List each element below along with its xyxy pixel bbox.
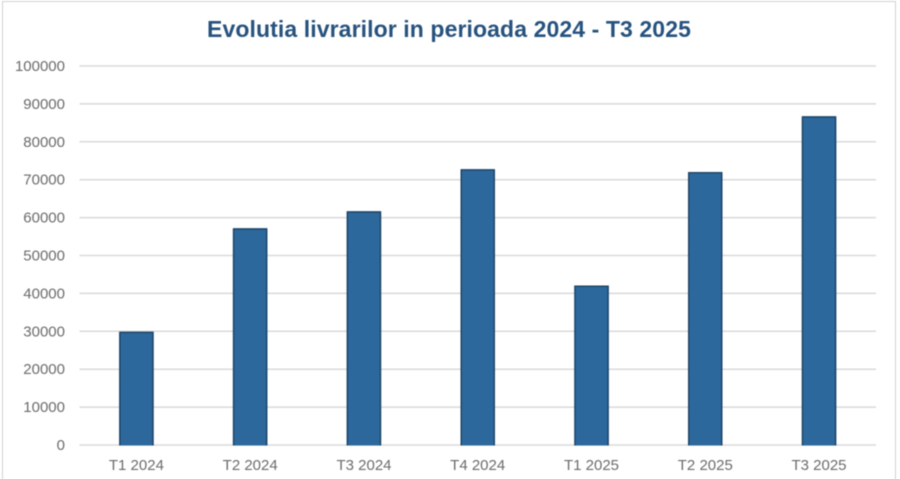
svg-text:70000: 70000 [23,172,65,189]
svg-text:T3 2025: T3 2025 [791,457,846,474]
svg-text:50000: 50000 [23,248,65,265]
svg-text:90000: 90000 [23,96,65,113]
svg-text:T1 2025: T1 2025 [564,457,619,474]
svg-text:T3 2024: T3 2024 [336,457,391,474]
svg-text:100000: 100000 [15,58,65,75]
svg-text:T2 2024: T2 2024 [223,457,278,474]
svg-text:40000: 40000 [23,285,65,302]
svg-text:10000: 10000 [23,399,65,416]
svg-text:0: 0 [57,437,65,454]
svg-text:20000: 20000 [23,361,65,378]
svg-text:T1 2024: T1 2024 [109,457,164,474]
svg-text:T2 2025: T2 2025 [678,457,733,474]
svg-text:60000: 60000 [23,210,65,227]
svg-text:30000: 30000 [23,323,65,340]
svg-text:T4 2024: T4 2024 [450,457,505,474]
svg-text:Evolutia livrarilor in perioad: Evolutia livrarilor in perioada 2024 - T… [207,16,691,42]
svg-text:80000: 80000 [23,134,65,151]
